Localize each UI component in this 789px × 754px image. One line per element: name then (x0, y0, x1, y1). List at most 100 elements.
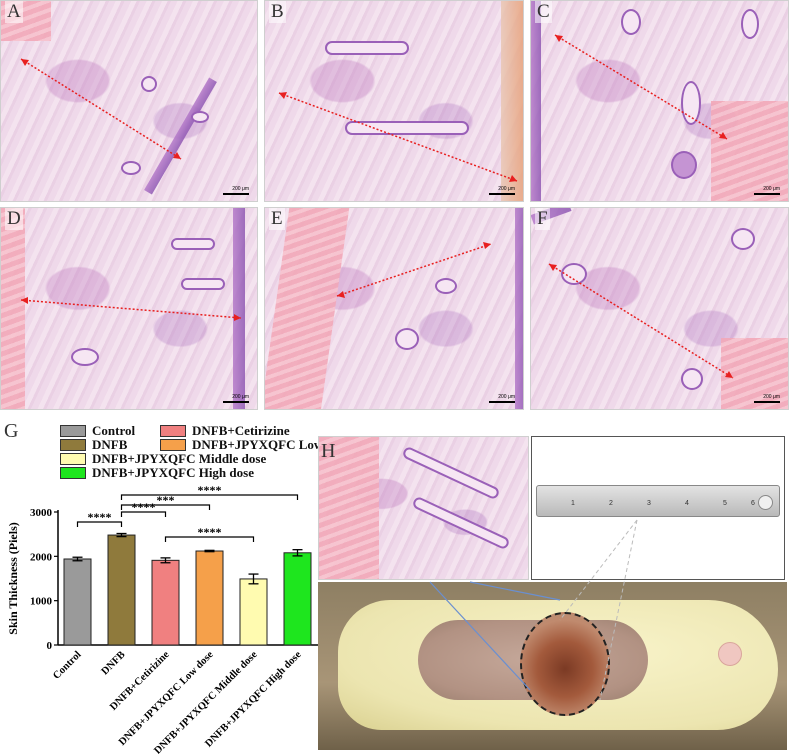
scale-bar (489, 401, 515, 403)
significance-label: **** (132, 500, 156, 514)
ruler-number: 2 (609, 500, 613, 507)
scale-bar (754, 401, 780, 403)
significance-bracket (164, 536, 255, 542)
muscle-layer (319, 437, 379, 579)
bar (63, 558, 92, 646)
muscle-layer (1, 208, 25, 409)
legend-swatch (60, 439, 86, 451)
follicle (671, 151, 697, 179)
ruler-number: 6 (751, 500, 755, 507)
follicle (561, 263, 587, 285)
thickness-arrow (548, 263, 734, 379)
significance-label: *** (157, 493, 175, 507)
legend-swatch (160, 425, 186, 437)
panel-label-h: H (321, 440, 336, 462)
legend-label: DNFB (92, 437, 128, 452)
legend-item: DNFB+Cetirizine (160, 423, 290, 439)
follicle (411, 495, 511, 551)
scale-bar (223, 401, 249, 403)
y-tick-label: 1000 (30, 596, 53, 608)
ruler-inset: 1 2 3 4 5 6 (531, 436, 785, 580)
rat-ear (718, 642, 742, 666)
panel-a-image: A 200 μm (0, 0, 258, 202)
bar (107, 534, 136, 646)
x-tick-label: DNFB+JPYXQFC High dose (203, 649, 304, 750)
follicle (71, 348, 99, 366)
panel-label: B (269, 1, 286, 23)
scale-bar-text: 200 μm (763, 186, 780, 192)
thickness-arrow (20, 58, 182, 160)
ruler-number: 5 (723, 500, 727, 507)
ruler-number: 1 (571, 500, 575, 507)
legend-label: DNFB+JPYXQFC Low dose (192, 437, 352, 452)
panel-label: A (5, 1, 23, 23)
panel-label: C (535, 1, 552, 23)
panel-label-g: G (4, 420, 19, 442)
follicle (121, 161, 141, 175)
bar (283, 552, 312, 646)
follicle (401, 445, 501, 501)
legend-label: DNFB+JPYXQFC High dose (92, 465, 254, 480)
significance-label: **** (198, 525, 222, 539)
legend-label: DNFB+JPYXQFC Middle dose (92, 451, 267, 466)
ruler-number: 4 (685, 500, 689, 507)
bar (239, 578, 268, 646)
significance-bracket (120, 494, 299, 500)
significance-bracket (76, 521, 123, 527)
scale-bar-text: 200 μm (232, 186, 249, 192)
legend-item: Control (60, 423, 135, 439)
legend-item: DNFB+JPYXQFC High dose (60, 465, 254, 481)
panel-b-image: B 200 μm (264, 0, 524, 202)
scale-bar (223, 193, 249, 195)
thickness-arrow (336, 242, 492, 298)
y-tick-label: 3000 (30, 507, 53, 519)
epidermis-layer (233, 208, 245, 409)
follicle (345, 121, 469, 135)
bar (151, 559, 180, 646)
epidermis-layer (515, 208, 523, 409)
epidermis-layer (531, 1, 541, 201)
legend-swatch (60, 467, 86, 479)
panel-c-image: C 200 μm (530, 0, 789, 202)
follicle (681, 368, 703, 390)
muscle-layer (711, 101, 788, 201)
panel-d-image: D 200 μm (0, 207, 258, 410)
panel-e-image: E 200 μm (264, 207, 524, 410)
thickness-arrow (20, 297, 242, 321)
ruler-number: 3 (647, 500, 651, 507)
legend-label: DNFB+Cetirizine (192, 423, 290, 438)
thickness-arrow (554, 34, 728, 140)
follicle (395, 328, 419, 350)
significance-label: **** (198, 483, 222, 497)
legend-item: DNFB (60, 437, 127, 453)
scale-bar (754, 193, 780, 195)
follicle (141, 76, 157, 92)
skin-thickness-chart: 0 1000 2000 3000 Skin Thickness (Piels) Contr… (6, 483, 318, 754)
x-tick-label: DNFB (100, 649, 128, 677)
scale-bar-text: 200 μm (498, 186, 515, 192)
ruler-hole (758, 495, 773, 510)
legend-swatch (160, 439, 186, 451)
scale-bar-text: 200 μm (763, 394, 780, 400)
panel-f-image: F 200 μm (530, 207, 789, 410)
follicle (325, 41, 409, 55)
scale-bar-text: 200 μm (232, 394, 249, 400)
significance-bracket (120, 511, 167, 517)
y-tick-label: 0 (47, 640, 53, 652)
ruler: 1 2 3 4 5 6 (536, 485, 780, 517)
follicle (181, 278, 225, 290)
panel-label: F (535, 208, 550, 230)
legend-item: DNFB+JPYXQFC Low dose (160, 437, 351, 453)
x-tick-label: Control (51, 649, 83, 681)
legend-item: DNFB+JPYXQFC Middle dose (60, 451, 266, 467)
muscle-layer (721, 338, 788, 409)
follicle (731, 228, 755, 250)
follicle (621, 9, 641, 35)
significance-bracket (120, 504, 211, 510)
panel-label: E (269, 208, 285, 230)
legend-swatch (60, 453, 86, 465)
panel-label: D (5, 208, 23, 230)
scale-bar-text: 200 μm (498, 394, 515, 400)
panel-h-image (318, 436, 529, 580)
legend-swatch (60, 425, 86, 437)
